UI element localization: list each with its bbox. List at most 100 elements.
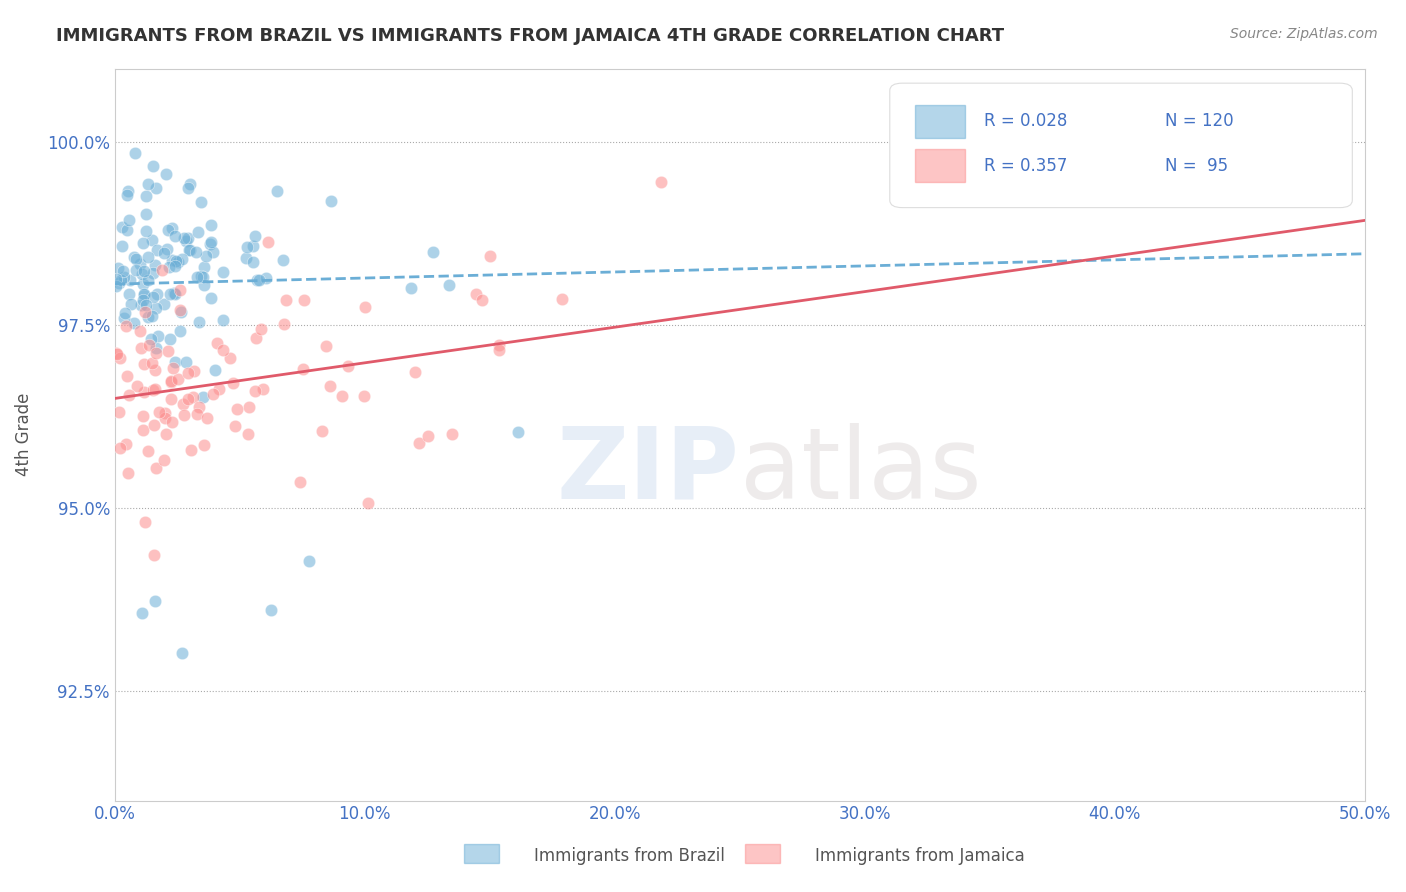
Immigrants from Brazil bbox=[177, 244, 200, 258]
Immigrants from Brazil bbox=[165, 287, 187, 301]
Immigrants from Jamaica bbox=[551, 293, 574, 307]
Immigrants from Brazil bbox=[165, 229, 187, 244]
Immigrants from Jamaica bbox=[105, 345, 128, 359]
Immigrants from Jamaica bbox=[152, 453, 174, 467]
Immigrants from Jamaica bbox=[177, 392, 200, 407]
Immigrants from Brazil bbox=[136, 250, 159, 264]
Immigrants from Jamaica bbox=[155, 427, 177, 442]
Immigrants from Jamaica bbox=[318, 379, 340, 393]
Immigrants from Brazil bbox=[108, 277, 131, 291]
Immigrants from Jamaica bbox=[188, 400, 211, 414]
Immigrants from Jamaica bbox=[141, 356, 163, 370]
Immigrants from Brazil bbox=[254, 271, 277, 285]
Immigrants from Brazil bbox=[236, 240, 259, 254]
Immigrants from Brazil bbox=[177, 230, 200, 244]
Text: IMMIGRANTS FROM BRAZIL VS IMMIGRANTS FROM JAMAICA 4TH GRADE CORRELATION CHART: IMMIGRANTS FROM BRAZIL VS IMMIGRANTS FRO… bbox=[56, 27, 1004, 45]
Immigrants from Brazil bbox=[153, 246, 176, 260]
Immigrants from Jamaica bbox=[224, 419, 246, 434]
Immigrants from Brazil bbox=[163, 259, 186, 273]
Immigrants from Jamaica bbox=[650, 175, 672, 189]
Immigrants from Brazil bbox=[141, 310, 163, 324]
Text: N =  95: N = 95 bbox=[1164, 157, 1227, 175]
Immigrants from Jamaica bbox=[114, 318, 136, 333]
Immigrants from Brazil bbox=[145, 181, 167, 195]
Immigrants from Brazil bbox=[112, 270, 135, 285]
Immigrants from Brazil bbox=[112, 311, 135, 326]
Immigrants from Brazil bbox=[422, 244, 444, 259]
Immigrants from Jamaica bbox=[169, 283, 191, 297]
Immigrants from Brazil bbox=[159, 332, 181, 346]
Immigrants from Jamaica bbox=[108, 405, 131, 419]
Immigrants from Brazil bbox=[105, 272, 128, 286]
Immigrants from Brazil bbox=[105, 279, 128, 293]
Immigrants from Jamaica bbox=[160, 375, 183, 389]
Immigrants from Brazil bbox=[143, 594, 166, 608]
Immigrants from Brazil bbox=[163, 354, 186, 368]
Immigrants from Brazil bbox=[111, 238, 134, 252]
Immigrants from Brazil bbox=[172, 252, 194, 266]
Immigrants from Brazil bbox=[153, 297, 176, 311]
Immigrants from Brazil bbox=[141, 234, 163, 248]
Y-axis label: 4th Grade: 4th Grade bbox=[15, 392, 32, 476]
Immigrants from Brazil bbox=[198, 237, 221, 252]
Immigrants from Jamaica bbox=[478, 249, 501, 263]
Immigrants from Jamaica bbox=[488, 337, 510, 351]
Immigrants from Brazil bbox=[135, 298, 157, 312]
Text: Immigrants from Jamaica: Immigrants from Jamaica bbox=[815, 847, 1025, 865]
Immigrants from Brazil bbox=[118, 213, 141, 227]
Immigrants from Jamaica bbox=[134, 515, 156, 529]
Immigrants from Jamaica bbox=[105, 347, 128, 361]
Immigrants from Brazil bbox=[266, 184, 288, 198]
Immigrants from Jamaica bbox=[337, 359, 360, 373]
Immigrants from Brazil bbox=[260, 603, 283, 617]
Immigrants from Jamaica bbox=[257, 235, 280, 250]
Immigrants from Brazil bbox=[200, 218, 222, 232]
Immigrants from Jamaica bbox=[193, 437, 215, 451]
Immigrants from Jamaica bbox=[488, 343, 510, 358]
Immigrants from Jamaica bbox=[201, 387, 224, 401]
Immigrants from Brazil bbox=[107, 260, 129, 275]
Immigrants from Jamaica bbox=[145, 363, 167, 377]
Immigrants from Jamaica bbox=[249, 322, 271, 336]
Immigrants from Jamaica bbox=[145, 346, 167, 360]
Text: Source: ZipAtlas.com: Source: ZipAtlas.com bbox=[1230, 27, 1378, 41]
Immigrants from Brazil bbox=[235, 251, 257, 265]
Immigrants from Brazil bbox=[247, 273, 270, 287]
Immigrants from Brazil bbox=[146, 243, 169, 257]
Immigrants from Jamaica bbox=[132, 423, 155, 437]
Immigrants from Brazil bbox=[179, 177, 201, 191]
Immigrants from Jamaica bbox=[353, 389, 375, 403]
Immigrants from Jamaica bbox=[134, 305, 156, 319]
Immigrants from Brazil bbox=[125, 263, 148, 277]
Immigrants from Brazil bbox=[156, 242, 179, 256]
Immigrants from Brazil bbox=[201, 244, 224, 259]
Immigrants from Brazil bbox=[157, 260, 180, 274]
Immigrants from Jamaica bbox=[155, 406, 177, 420]
Immigrants from Brazil bbox=[117, 185, 139, 199]
Immigrants from Jamaica bbox=[176, 366, 198, 380]
Immigrants from Brazil bbox=[173, 231, 195, 245]
Immigrants from Brazil bbox=[114, 306, 136, 320]
Immigrants from Brazil bbox=[195, 249, 218, 263]
Text: atlas: atlas bbox=[740, 423, 981, 520]
Immigrants from Jamaica bbox=[238, 401, 260, 415]
Immigrants from Brazil bbox=[177, 181, 200, 195]
Immigrants from Brazil bbox=[242, 255, 264, 269]
Immigrants from Brazil bbox=[141, 332, 163, 346]
Immigrants from Jamaica bbox=[143, 382, 166, 396]
Immigrants from Brazil bbox=[142, 159, 165, 173]
Immigrants from Jamaica bbox=[162, 415, 184, 429]
Immigrants from Brazil bbox=[129, 298, 152, 312]
Immigrants from Brazil bbox=[163, 286, 186, 301]
Immigrants from Jamaica bbox=[132, 385, 155, 400]
Text: ZIP: ZIP bbox=[557, 423, 740, 520]
Immigrants from Jamaica bbox=[212, 343, 235, 358]
Immigrants from Brazil bbox=[146, 287, 169, 301]
Immigrants from Brazil bbox=[118, 287, 141, 301]
Immigrants from Jamaica bbox=[207, 335, 229, 350]
Immigrants from Brazil bbox=[172, 646, 194, 660]
Immigrants from Jamaica bbox=[117, 467, 139, 481]
Immigrants from Brazil bbox=[142, 290, 165, 304]
Immigrants from Jamaica bbox=[180, 442, 202, 457]
Immigrants from Jamaica bbox=[134, 357, 156, 371]
